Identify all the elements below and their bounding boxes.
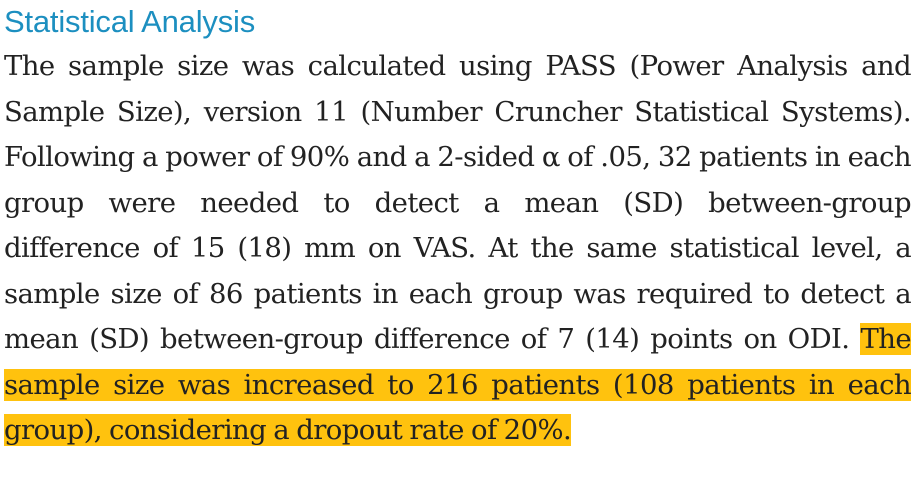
document-section: Statistical Analysis The sample size was…: [4, 0, 912, 454]
paragraph-text: The sample size was calculated using PAS…: [4, 50, 912, 355]
section-heading: Statistical Analysis: [4, 4, 255, 39]
section-paragraph: The sample size was calculated using PAS…: [4, 44, 912, 454]
